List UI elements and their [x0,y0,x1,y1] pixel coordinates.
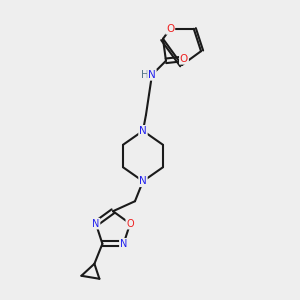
Text: H: H [141,70,149,80]
Text: N: N [120,239,127,249]
Text: N: N [139,126,147,136]
Text: N: N [148,70,156,80]
Text: N: N [139,176,147,186]
Text: N: N [92,219,100,229]
Text: O: O [126,219,134,229]
Text: O: O [166,24,174,34]
Text: O: O [180,54,188,64]
